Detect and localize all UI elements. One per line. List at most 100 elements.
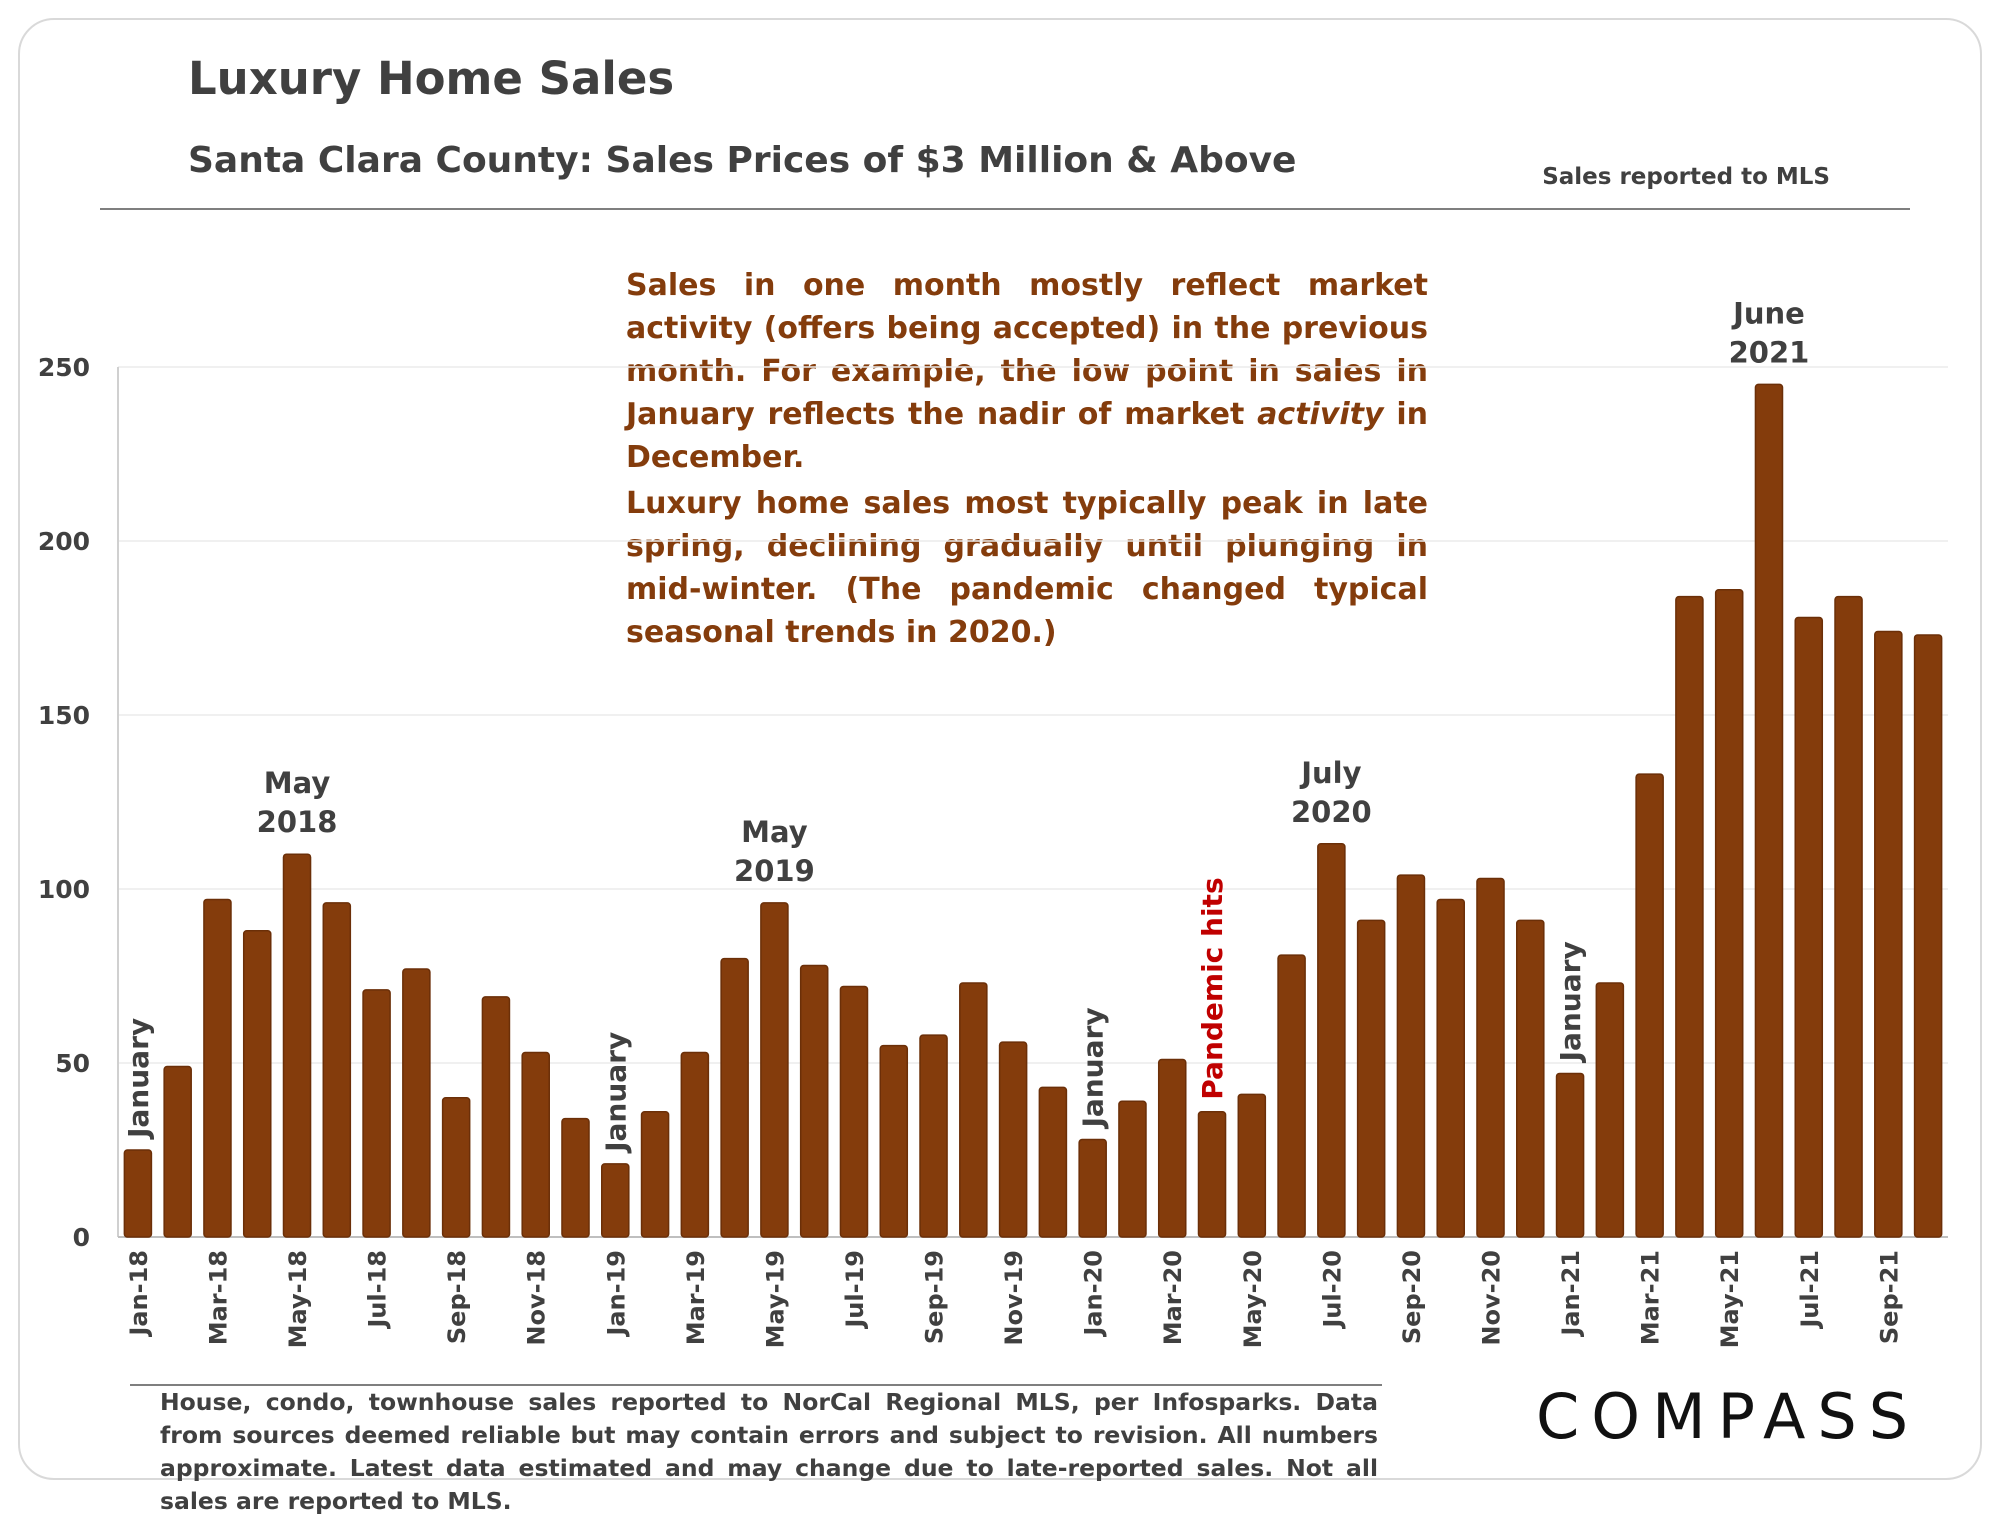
x-tick-label: Mar-21 (1637, 1250, 1665, 1345)
y-tick-label: 50 (55, 1049, 90, 1078)
bar-Oct-21 (1913, 634, 1943, 1238)
bar-Sep-19 (919, 1034, 948, 1238)
bar-Mar-20 (1157, 1058, 1187, 1238)
bar-chart: 0 50 100 150 200 250 Jan-18 Mar-18 May-18 Jul-18 S… (38, 296, 1948, 1348)
bar-Feb-21 (1595, 982, 1625, 1238)
bar-Dec-19 (1038, 1086, 1068, 1238)
bar-Jul-20 (1317, 843, 1346, 1238)
annotation-italic-word: activity (1257, 397, 1384, 432)
bar-Nov-18 (521, 1051, 550, 1238)
bar-Sep-21 (1874, 630, 1903, 1238)
y-tick-label: 0 (73, 1223, 90, 1252)
january-label: January (1554, 941, 1587, 1063)
source-note: Sales reported to MLS (1542, 164, 1830, 190)
bar-Apr-20 (1197, 1110, 1227, 1238)
annotation-text-1-end: in December. (626, 397, 1428, 475)
annotation-text-1: Sales in one month mostly reflect market… (626, 268, 1428, 432)
bar-Nov-20 (1476, 877, 1505, 1238)
x-tick-label: Nov-19 (1000, 1250, 1028, 1346)
bar-Feb-20 (1118, 1100, 1147, 1238)
x-tick-label: Jul-21 (1796, 1250, 1824, 1330)
y-tick-label: 150 (38, 701, 90, 730)
bar-Jun-18 (322, 902, 352, 1238)
bar-Apr-18 (242, 930, 272, 1238)
bar-May-19 (760, 902, 789, 1238)
bar-Oct-20 (1436, 898, 1465, 1238)
peak-label: 2019 (734, 854, 815, 888)
bar-Jan-18 (123, 1149, 153, 1238)
bar-Apr-21 (1675, 595, 1704, 1238)
bar-Sep-18 (441, 1097, 471, 1238)
chart-title: Luxury Home Sales (188, 52, 675, 105)
x-tick-label: May-21 (1716, 1250, 1744, 1348)
x-tick-label: May-19 (761, 1250, 789, 1348)
bar-Jun-19 (799, 964, 829, 1238)
bar-Sep-20 (1396, 874, 1426, 1238)
peak-label: 2021 (1729, 335, 1810, 369)
x-tick-label: Jul-18 (364, 1250, 392, 1330)
bar-Dec-18 (561, 1117, 590, 1238)
bar-May-18 (282, 853, 312, 1238)
x-tick-label: Jul-19 (841, 1250, 869, 1330)
annotation-paragraph-2: Luxury home sales most typically peak in… (626, 486, 1428, 650)
x-tick-label: May-18 (284, 1250, 312, 1348)
chart-subtitle: Santa Clara County: Sales Prices of $3 M… (188, 140, 1297, 181)
bar-Jul-18 (362, 989, 391, 1238)
peak-label: 2018 (257, 805, 338, 839)
january-label: January (1077, 1007, 1110, 1129)
x-tick-label: Jan-18 (125, 1250, 153, 1338)
peak-label: July (1299, 756, 1361, 790)
footer-divider (130, 1384, 1382, 1386)
january-label: January (599, 1032, 632, 1154)
bar-Jan-21 (1555, 1072, 1585, 1238)
header-divider (100, 208, 1910, 210)
x-tick-label: Nov-20 (1478, 1250, 1506, 1346)
january-label: January (122, 1018, 155, 1140)
x-tick-label: Nov-18 (523, 1250, 551, 1346)
bar-Oct-18 (481, 996, 511, 1238)
bar-Jul-19 (839, 985, 869, 1238)
bar-Mar-21 (1635, 773, 1664, 1238)
y-tick-label: 100 (38, 875, 90, 904)
y-tick-label: 200 (38, 527, 90, 556)
bar-Jun-21 (1754, 383, 1784, 1238)
bar-Mar-18 (203, 898, 232, 1238)
annotation-paragraph-1: Sales in one month mostly reflect market… (626, 264, 1428, 479)
x-tick-label: Jan-20 (1080, 1250, 1108, 1338)
x-tick-label: Mar-19 (682, 1250, 710, 1345)
peak-label: May (264, 766, 331, 800)
bar-Jan-19 (601, 1163, 630, 1238)
chart-frame (18, 18, 1982, 1480)
x-tick-label: Mar-18 (204, 1250, 232, 1345)
x-tick-label: Sep-19 (921, 1250, 949, 1344)
bar-May-20 (1237, 1093, 1267, 1238)
bar-Aug-21 (1834, 595, 1863, 1238)
bar-Jun-20 (1277, 954, 1306, 1238)
footer-note: House, condo, townhouse sales reported t… (160, 1388, 1378, 1515)
peak-label: 2020 (1291, 795, 1372, 829)
x-tick-label: May-20 (1239, 1250, 1267, 1348)
bar-Nov-19 (998, 1041, 1028, 1238)
x-tick-label: Jul-20 (1318, 1250, 1346, 1330)
bar-Jul-21 (1794, 616, 1824, 1238)
x-tick-label: Sep-21 (1875, 1250, 1903, 1344)
bar-May-21 (1714, 588, 1744, 1238)
x-tick-label: Sep-18 (443, 1250, 471, 1344)
bar-Dec-20 (1516, 919, 1545, 1238)
x-tick-label: Jan-19 (602, 1250, 630, 1338)
bar-Aug-19 (879, 1044, 909, 1238)
bar-Feb-18 (163, 1065, 192, 1238)
y-tick-label: 250 (38, 353, 90, 382)
bar-Aug-18 (402, 968, 431, 1238)
bar-Oct-19 (959, 982, 988, 1238)
bar-Aug-20 (1356, 919, 1386, 1238)
peak-label: June (1731, 296, 1805, 330)
peak-label: May (741, 815, 808, 849)
x-tick-label: Mar-20 (1159, 1250, 1187, 1345)
bar-Apr-19 (720, 957, 749, 1238)
bar-Mar-19 (680, 1051, 710, 1238)
x-tick-label: Sep-20 (1398, 1250, 1426, 1344)
bar-Feb-19 (640, 1110, 670, 1238)
compass-logo: COMPASS (1536, 1380, 1921, 1453)
pandemic-label: Pandemic hits (1196, 877, 1229, 1099)
